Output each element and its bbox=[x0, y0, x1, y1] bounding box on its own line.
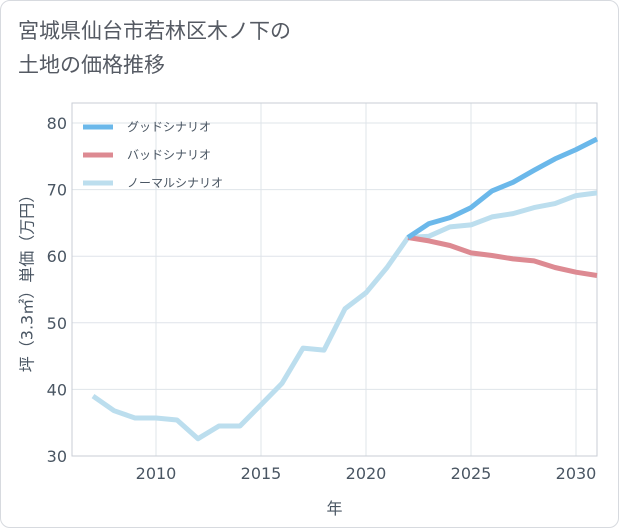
plot-border bbox=[71, 102, 598, 457]
grid bbox=[72, 103, 597, 457]
x-tick-label: 2015 bbox=[241, 464, 282, 483]
chart-title: 宮城県仙台市若林区木ノ下の 土地の価格推移 bbox=[18, 14, 291, 82]
y-tick-label: 50 bbox=[47, 314, 67, 333]
series-line-2 bbox=[91, 190, 598, 442]
x-tick-label: 2020 bbox=[346, 464, 387, 483]
x-tick-label: 2030 bbox=[556, 464, 597, 483]
legend-item[interactable]: バッドシナリオ bbox=[83, 148, 211, 162]
y-tick-label: 30 bbox=[47, 447, 67, 466]
y-axis-title: 坪（3.3㎡）単価（万円） bbox=[18, 187, 37, 372]
x-tick-label: 2025 bbox=[451, 464, 492, 483]
x-axis-ticks: 2010 2015 2020 2025 2030 bbox=[136, 464, 597, 483]
chart-title-line-1: 宮城県仙台市若林区木ノ下の bbox=[18, 19, 291, 43]
x-tick-label: 2010 bbox=[136, 464, 177, 483]
legend-label: ノーマルシナリオ bbox=[127, 176, 223, 190]
chart-title-line-2: 土地の価格推移 bbox=[18, 53, 165, 77]
series-line-1 bbox=[407, 235, 598, 278]
legend-item[interactable]: ノーマルシナリオ bbox=[83, 176, 223, 190]
y-axis-ticks: 30 40 50 60 70 80 bbox=[47, 114, 67, 466]
x-axis-title: 年 bbox=[326, 499, 342, 518]
legend-label: バッドシナリオ bbox=[127, 148, 211, 162]
y-tick-label: 40 bbox=[47, 380, 67, 399]
legend-label: グッドシナリオ bbox=[127, 120, 211, 134]
series-lines bbox=[91, 136, 599, 442]
y-tick-label: 70 bbox=[47, 181, 67, 200]
y-tick-label: 80 bbox=[47, 114, 67, 133]
legend-item[interactable]: グッドシナリオ bbox=[83, 120, 211, 134]
series-line-0 bbox=[406, 136, 599, 240]
y-tick-label: 60 bbox=[47, 247, 67, 266]
